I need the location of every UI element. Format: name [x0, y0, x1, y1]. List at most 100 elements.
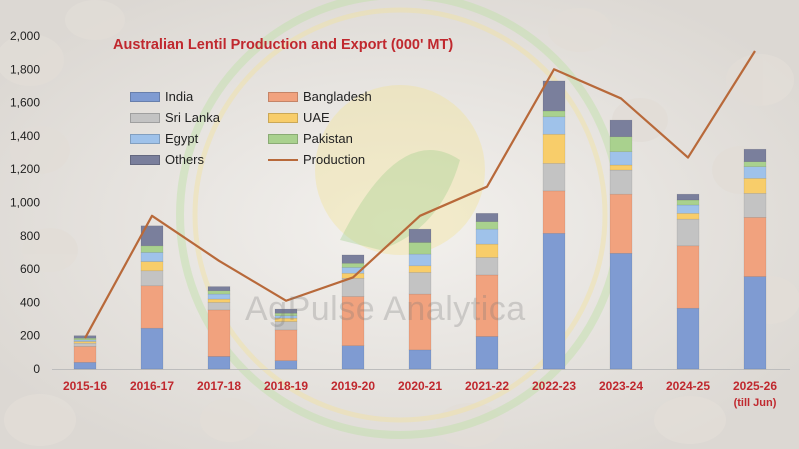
bar-segment-egypt — [408, 253, 432, 267]
bar-segment-pakistan — [341, 262, 365, 268]
bar-segment-egypt — [475, 228, 499, 245]
bar-segment-uae — [609, 164, 633, 171]
bar-segment-sri-lanka — [542, 163, 566, 192]
legend-label-pakistan: Pakistan — [303, 131, 353, 146]
bar-segment-egypt — [140, 252, 164, 262]
bar-segment-bangladesh — [408, 293, 432, 351]
bar-stack — [676, 193, 700, 370]
bar-stack — [341, 254, 365, 370]
production-line — [84, 50, 756, 339]
bar-segment-sri-lanka — [140, 270, 164, 287]
bar-segment-india — [676, 307, 700, 370]
bar-segment-sri-lanka — [609, 169, 633, 195]
bar-stack — [207, 286, 231, 370]
bar-segment-bangladesh — [274, 329, 298, 361]
bar-segment-others — [274, 308, 298, 314]
bar-segment-pakistan — [743, 161, 767, 168]
bar-segment-pakistan — [676, 199, 700, 206]
y-tick-label: 2,000 — [10, 29, 40, 43]
production-line-group — [84, 50, 756, 339]
bar-segment-uae — [542, 133, 566, 164]
bar-segment-egypt — [609, 151, 633, 166]
bar-segment-uae — [140, 261, 164, 272]
legend-item-egypt: Egypt — [130, 130, 268, 147]
legend-item-uae: UAE — [268, 109, 388, 126]
x-tick-label: 2016-17 — [130, 379, 174, 393]
bar-segment-bangladesh — [207, 309, 231, 357]
x-tick-label: 2017-18 — [197, 379, 241, 393]
bar-stack — [140, 225, 164, 370]
bar-segment-others — [408, 228, 432, 243]
bar-segment-bangladesh — [73, 346, 97, 363]
bar-segment-uae — [408, 265, 432, 273]
y-tick-label: 1,600 — [10, 96, 40, 110]
bar-segment-others — [542, 80, 566, 112]
bar-segment-india — [207, 356, 231, 370]
legend-swatch-bangladesh — [268, 91, 298, 102]
y-tick-label: 1,200 — [10, 162, 40, 176]
x-tick-label: 2021-22 — [465, 379, 509, 393]
x-tick-label: 2023-24 — [599, 379, 643, 393]
bar-segment-bangladesh — [609, 193, 633, 254]
bar-segment-india — [274, 360, 298, 370]
bar-segment-uae — [743, 178, 767, 194]
bar-stack — [408, 228, 432, 370]
bar-segment-bangladesh — [140, 285, 164, 329]
bar-stack — [743, 148, 767, 370]
y-tick-label: 1,800 — [10, 62, 40, 76]
y-axis: 0 200 400 600 800 1,000 1,200 1,400 1,600 1,800 2,… — [10, 29, 40, 376]
bar-segment-bangladesh — [676, 245, 700, 309]
bar-segment-pakistan — [408, 242, 432, 255]
bar-segment-pakistan — [609, 136, 633, 153]
y-tick-label: 200 — [20, 329, 40, 343]
x-tick-label: 2018-19 — [264, 379, 308, 393]
legend-label-egypt: Egypt — [165, 131, 199, 146]
y-tick-label: 0 — [33, 362, 40, 376]
bar-segment-pakistan — [207, 290, 231, 295]
bar-groups — [73, 80, 767, 370]
bar-stack — [274, 308, 298, 370]
legend-item-pakistan: Pakistan — [268, 130, 388, 147]
legend-label-others: Others — [165, 152, 205, 167]
bar-segment-sri-lanka — [676, 218, 700, 247]
x-tick-label: 2022-23 — [532, 379, 576, 393]
y-tick-label: 1,000 — [10, 196, 40, 210]
y-tick-label: 800 — [20, 229, 40, 243]
legend-swatch-sri-lanka — [130, 112, 160, 123]
bar-segment-egypt — [743, 166, 767, 179]
bar-segment-india — [542, 233, 566, 370]
bar-segment-bangladesh — [743, 217, 767, 277]
legend: India Bangladesh Sri Lanka UAE Egypt Pak… — [130, 88, 390, 168]
y-tick-label: 600 — [20, 262, 40, 276]
x-tick-note: (till Jun) — [734, 397, 777, 409]
legend-label-india: India — [165, 89, 194, 104]
legend-swatch-egypt — [130, 133, 160, 144]
bar-stack — [475, 213, 499, 370]
bar-segment-pakistan — [475, 221, 499, 230]
bar-segment-india — [609, 252, 633, 370]
x-tick-label: 2024-25 — [666, 379, 710, 393]
legend-item-sri-lanka: Sri Lanka — [130, 109, 268, 126]
bar-segment-india — [140, 327, 164, 370]
legend-swatch-production — [268, 158, 298, 161]
bar-segment-uae — [475, 243, 499, 258]
legend-swatch-uae — [268, 112, 298, 123]
legend-label-bangladesh: Bangladesh — [303, 89, 372, 104]
x-tick-label: 2019-20 — [331, 379, 375, 393]
bar-segment-bangladesh — [542, 190, 566, 234]
x-axis: 2015-16 2016-17 2017-18 2018-19 2019-20 2020-… — [63, 379, 777, 409]
bar-segment-india — [73, 362, 97, 370]
bar-segment-egypt — [207, 293, 231, 300]
legend-swatch-pakistan — [268, 133, 298, 144]
legend-item-others: Others — [130, 151, 268, 168]
bar-segment-egypt — [542, 116, 566, 135]
x-tick-label: 2020-21 — [398, 379, 442, 393]
bar-segment-others — [341, 254, 365, 264]
bar-segment-uae — [676, 213, 700, 220]
bar-segment-india — [408, 349, 432, 370]
legend-swatch-india — [130, 91, 160, 102]
y-tick-label: 400 — [20, 295, 40, 309]
x-tick-label: 2025-26 — [733, 379, 777, 393]
bar-stack — [73, 335, 97, 370]
